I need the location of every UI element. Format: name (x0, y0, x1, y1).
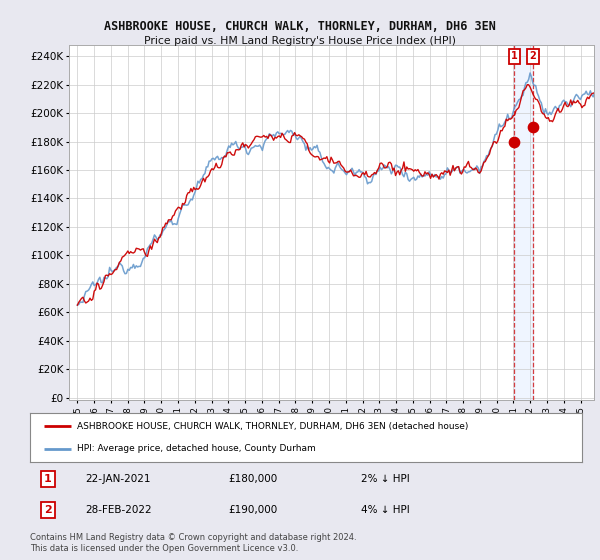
Text: 22-JAN-2021: 22-JAN-2021 (85, 474, 151, 484)
Text: 2: 2 (44, 505, 52, 515)
Text: 1: 1 (44, 474, 52, 484)
Text: 2% ↓ HPI: 2% ↓ HPI (361, 474, 410, 484)
Text: Contains HM Land Registry data © Crown copyright and database right 2024.
This d: Contains HM Land Registry data © Crown c… (30, 533, 356, 553)
Text: £180,000: £180,000 (229, 474, 278, 484)
Text: 2: 2 (530, 51, 536, 61)
Text: ASHBROOKE HOUSE, CHURCH WALK, THORNLEY, DURHAM, DH6 3EN: ASHBROOKE HOUSE, CHURCH WALK, THORNLEY, … (104, 20, 496, 32)
Text: 1: 1 (511, 51, 518, 61)
Text: ASHBROOKE HOUSE, CHURCH WALK, THORNLEY, DURHAM, DH6 3EN (detached house): ASHBROOKE HOUSE, CHURCH WALK, THORNLEY, … (77, 422, 468, 431)
Text: Price paid vs. HM Land Registry's House Price Index (HPI): Price paid vs. HM Land Registry's House … (144, 36, 456, 46)
Text: 28-FEB-2022: 28-FEB-2022 (85, 505, 152, 515)
Point (509, 137, 519, 146)
Text: HPI: Average price, detached house, County Durham: HPI: Average price, detached house, Coun… (77, 444, 316, 453)
Point (529, 123, 538, 132)
Text: 4% ↓ HPI: 4% ↓ HPI (361, 505, 410, 515)
Text: £190,000: £190,000 (229, 505, 278, 515)
Bar (514, 45, 533, 400)
